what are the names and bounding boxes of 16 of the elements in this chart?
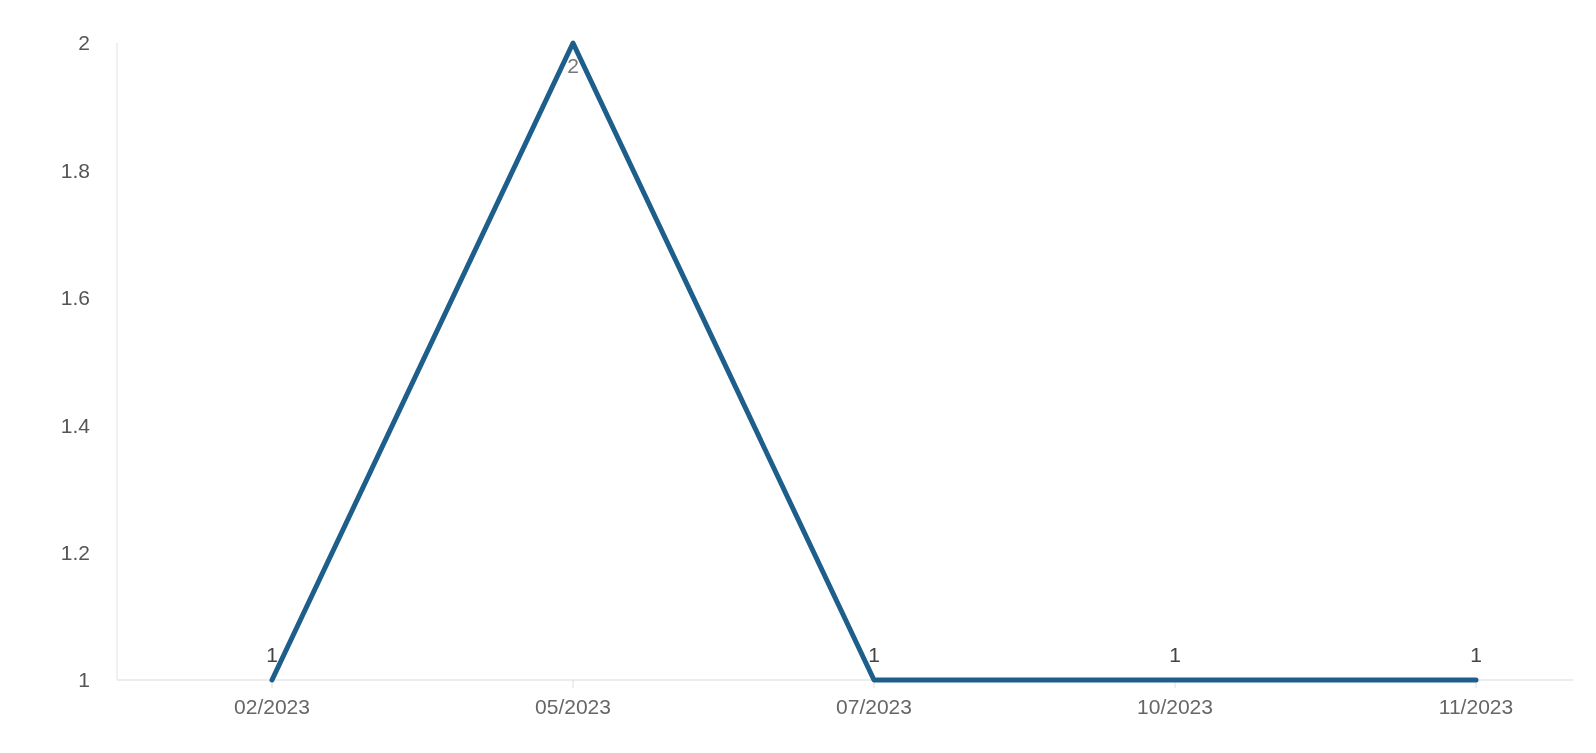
y-tick-label: 2 <box>78 31 90 55</box>
data-label: 1 <box>1470 643 1482 666</box>
x-tick-label: 11/2023 <box>1438 695 1514 718</box>
y-tick-label: 1 <box>78 668 90 692</box>
data-label: 1 <box>868 643 880 666</box>
y-tick-label: 1.6 <box>60 286 90 310</box>
y-tick-label: 1.8 <box>60 158 90 182</box>
x-tick-label: 02/2023 <box>234 695 310 718</box>
x-tick-label: 10/2023 <box>1137 695 1213 718</box>
y-tick-label: 1.2 <box>60 540 90 564</box>
data-label: 2 <box>567 54 579 77</box>
x-tick-label: 07/2023 <box>836 695 912 718</box>
x-tick-label: 05/2023 <box>535 695 611 718</box>
y-tick-label: 1.4 <box>60 413 91 437</box>
data-label: 1 <box>266 643 278 666</box>
data-label: 1 <box>1169 643 1181 666</box>
